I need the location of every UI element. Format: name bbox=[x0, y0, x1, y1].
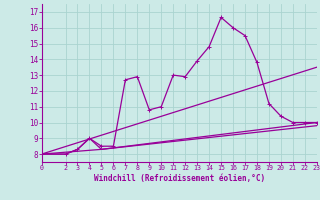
X-axis label: Windchill (Refroidissement éolien,°C): Windchill (Refroidissement éolien,°C) bbox=[94, 174, 265, 183]
